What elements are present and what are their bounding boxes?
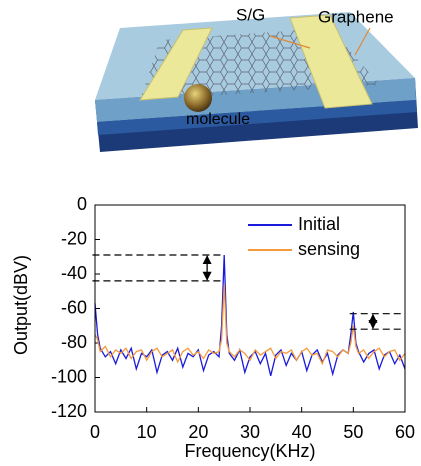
y-tick-label: -60 bbox=[61, 297, 87, 317]
plot-frame bbox=[94, 204, 406, 413]
x-tick-label: 40 bbox=[292, 422, 312, 442]
x-tick-label: 60 bbox=[395, 422, 415, 442]
label-molecule: molecule bbox=[186, 111, 250, 128]
x-tick-label: 10 bbox=[137, 422, 157, 442]
legend-label: sensing bbox=[298, 239, 360, 259]
x-tick-label: 20 bbox=[188, 422, 208, 442]
chart: -120 -100 -80 -60 -40 -20 0 0 10 20 30 40 50 60 Initia… bbox=[51, 194, 415, 442]
legend-label: Initial bbox=[298, 214, 340, 234]
label-sg: S/G bbox=[236, 5, 265, 24]
y-tick-label: 0 bbox=[77, 194, 87, 214]
y-axis-label: Output(dBV) bbox=[11, 255, 31, 355]
device-illustration: S/G Graphene molecule bbox=[95, 5, 418, 152]
x-tick-label: 50 bbox=[343, 422, 363, 442]
label-graphene: Graphene bbox=[318, 7, 394, 26]
y-tick-label: -40 bbox=[61, 263, 87, 283]
y-tick-label: -120 bbox=[51, 401, 87, 421]
x-axis-label: Frequency(KHz) bbox=[184, 441, 315, 461]
x-tick-label: 0 bbox=[90, 422, 100, 442]
y-tick-label: -100 bbox=[51, 366, 87, 386]
y-tick-label: -80 bbox=[61, 332, 87, 352]
molecule bbox=[184, 84, 212, 112]
x-tick-label: 30 bbox=[240, 422, 260, 442]
series-line bbox=[94, 284, 406, 366]
series-line bbox=[94, 254, 406, 377]
y-tick-label: -20 bbox=[61, 228, 87, 248]
